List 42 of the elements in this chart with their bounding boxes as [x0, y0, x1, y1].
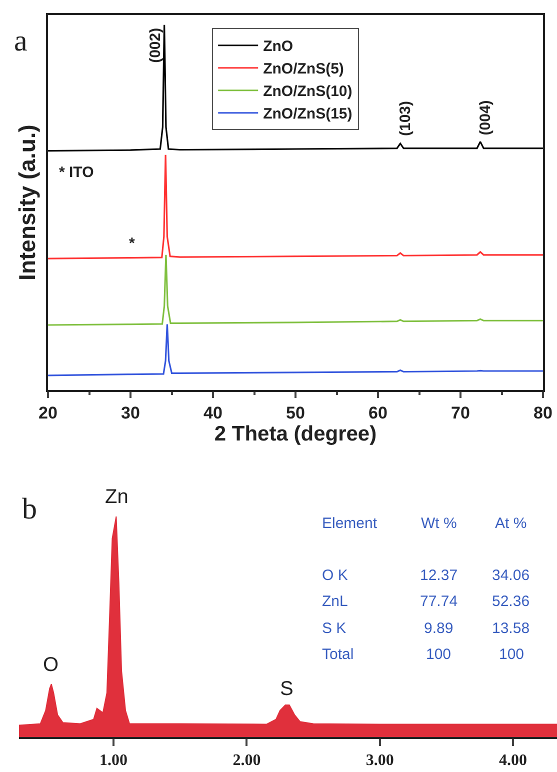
- y-axis-title: Intensity (a.u.): [14, 124, 40, 280]
- annotation: (103): [396, 100, 414, 136]
- annotation: 100: [426, 646, 452, 663]
- annotation: O: [43, 654, 59, 676]
- x-tick-label: 50: [286, 403, 305, 422]
- annotation: S K: [322, 620, 346, 637]
- x-tick-label: 3.00: [366, 752, 394, 769]
- annotation: S: [280, 678, 294, 700]
- x-tick-label: 70: [451, 403, 470, 422]
- x-tick-label: 30: [121, 403, 140, 422]
- legend-label: ZnO/ZnS(10): [263, 83, 352, 100]
- annotation: 12.37: [420, 567, 458, 584]
- x-tick-label: 20: [38, 403, 58, 422]
- legend-label: ZnO/ZnS(15): [263, 106, 352, 123]
- annotation: 52.36: [492, 593, 530, 610]
- annotation: 9.89: [424, 620, 454, 637]
- x-tick-label: 80: [534, 403, 552, 422]
- text: Zn: [105, 486, 128, 508]
- annotation: Element: [322, 515, 378, 532]
- legend-label: ZnO: [263, 38, 294, 56]
- chart-title: a: [14, 24, 28, 58]
- annotation: At %: [495, 515, 527, 532]
- annotation: (004): [476, 100, 494, 136]
- annotation: Wt %: [421, 515, 457, 532]
- chart-title: b: [22, 492, 37, 526]
- x-tick-label: 60: [368, 403, 388, 422]
- annotation: *: [129, 235, 135, 252]
- x-tick-label: 4.00: [499, 752, 528, 769]
- x-tick-label: 40: [204, 403, 222, 422]
- legend-label: ZnO/ZnS(5): [263, 60, 344, 78]
- annotation: (002): [146, 28, 164, 63]
- x-axis-title: 2 Theta (degree): [214, 422, 377, 446]
- annotation: 100: [499, 646, 524, 663]
- annotation: Total: [322, 646, 354, 663]
- annotation: ZnL: [322, 593, 348, 610]
- annotation: O K: [322, 567, 348, 584]
- annotation: 34.06: [492, 567, 530, 584]
- annotation: 77.74: [420, 593, 458, 610]
- x-tick-label: 1.00: [100, 752, 128, 769]
- annotation: * ITO: [59, 164, 94, 181]
- x-tick-label: 2.00: [232, 752, 261, 769]
- annotation: 13.58: [492, 620, 530, 637]
